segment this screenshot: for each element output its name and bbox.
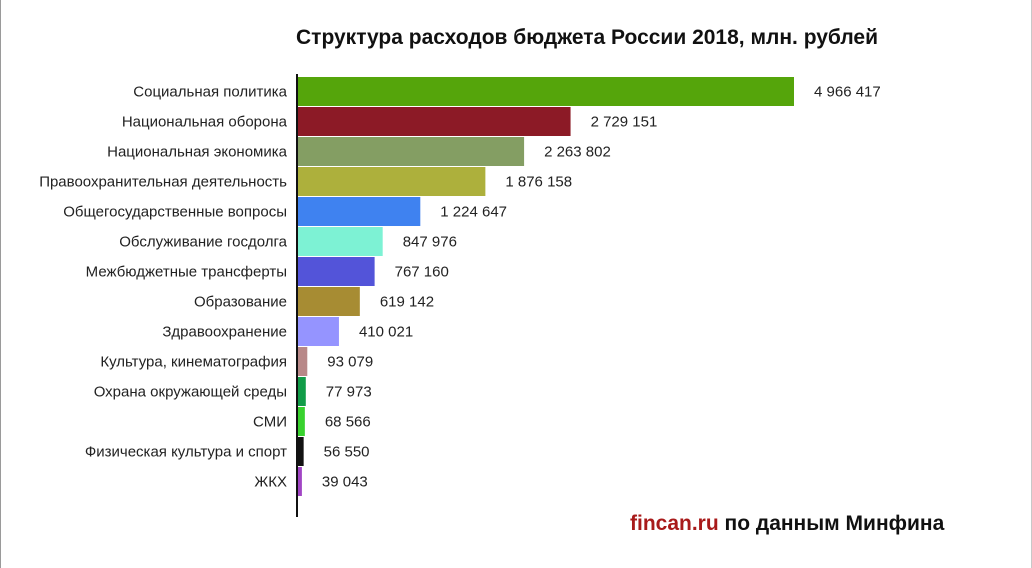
value-label: 39 043 bbox=[322, 474, 368, 491]
value-label: 1 876 158 bbox=[505, 174, 572, 191]
value-label: 847 976 bbox=[403, 234, 457, 251]
source-credit: fincan.ru по данным Минфина bbox=[630, 512, 944, 536]
category-label: Здравоохранение bbox=[162, 324, 287, 341]
value-label: 2 263 802 bbox=[544, 144, 611, 161]
category-label: Социальная политика bbox=[133, 84, 287, 101]
category-label: СМИ bbox=[253, 414, 287, 431]
value-label: 4 966 417 bbox=[814, 84, 881, 101]
bar-1 bbox=[298, 107, 571, 136]
value-label: 77 973 bbox=[326, 384, 372, 401]
source-brand: fincan.ru bbox=[630, 512, 719, 535]
category-label: Охрана окружающей среды bbox=[94, 384, 287, 401]
category-label: Образование bbox=[194, 294, 287, 311]
value-label: 767 160 bbox=[395, 264, 449, 281]
bar-9 bbox=[298, 347, 308, 376]
chart-title: Структура расходов бюджета России 2018, … bbox=[296, 26, 879, 49]
category-label: Физическая культура и спорт bbox=[85, 444, 287, 461]
bar-13 bbox=[298, 467, 302, 496]
source-text: по данным Минфина bbox=[718, 512, 945, 535]
category-label: ЖКХ bbox=[254, 474, 287, 491]
value-label: 410 021 bbox=[359, 324, 413, 341]
bar-4 bbox=[298, 197, 421, 226]
category-label: Межбюджетные трансферты bbox=[86, 264, 287, 281]
bar-7 bbox=[298, 287, 360, 316]
value-label: 1 224 647 bbox=[440, 204, 507, 221]
category-label: Культура, кинематография bbox=[100, 354, 287, 371]
bar-11 bbox=[298, 407, 305, 436]
bar-3 bbox=[298, 167, 486, 196]
bar-0 bbox=[298, 77, 794, 106]
value-label: 93 079 bbox=[327, 354, 373, 371]
bar-8 bbox=[298, 317, 339, 346]
bar-5 bbox=[298, 227, 383, 256]
value-label: 2 729 151 bbox=[591, 114, 658, 131]
value-label: 56 550 bbox=[324, 444, 370, 461]
value-label: 68 566 bbox=[325, 414, 371, 431]
category-label: Общегосударственные вопросы bbox=[63, 204, 287, 221]
category-label: Национальная экономика bbox=[107, 144, 288, 161]
frame-left-border bbox=[0, 0, 1, 568]
category-label: Национальная оборона bbox=[122, 114, 288, 131]
bar-6 bbox=[298, 257, 375, 286]
category-label: Правоохранительная деятельность bbox=[39, 174, 287, 191]
bar-10 bbox=[298, 377, 306, 406]
value-label: 619 142 bbox=[380, 294, 434, 311]
bar-2 bbox=[298, 137, 525, 166]
category-label: Обслуживание госдолга bbox=[119, 234, 287, 251]
bar-12 bbox=[298, 437, 304, 466]
